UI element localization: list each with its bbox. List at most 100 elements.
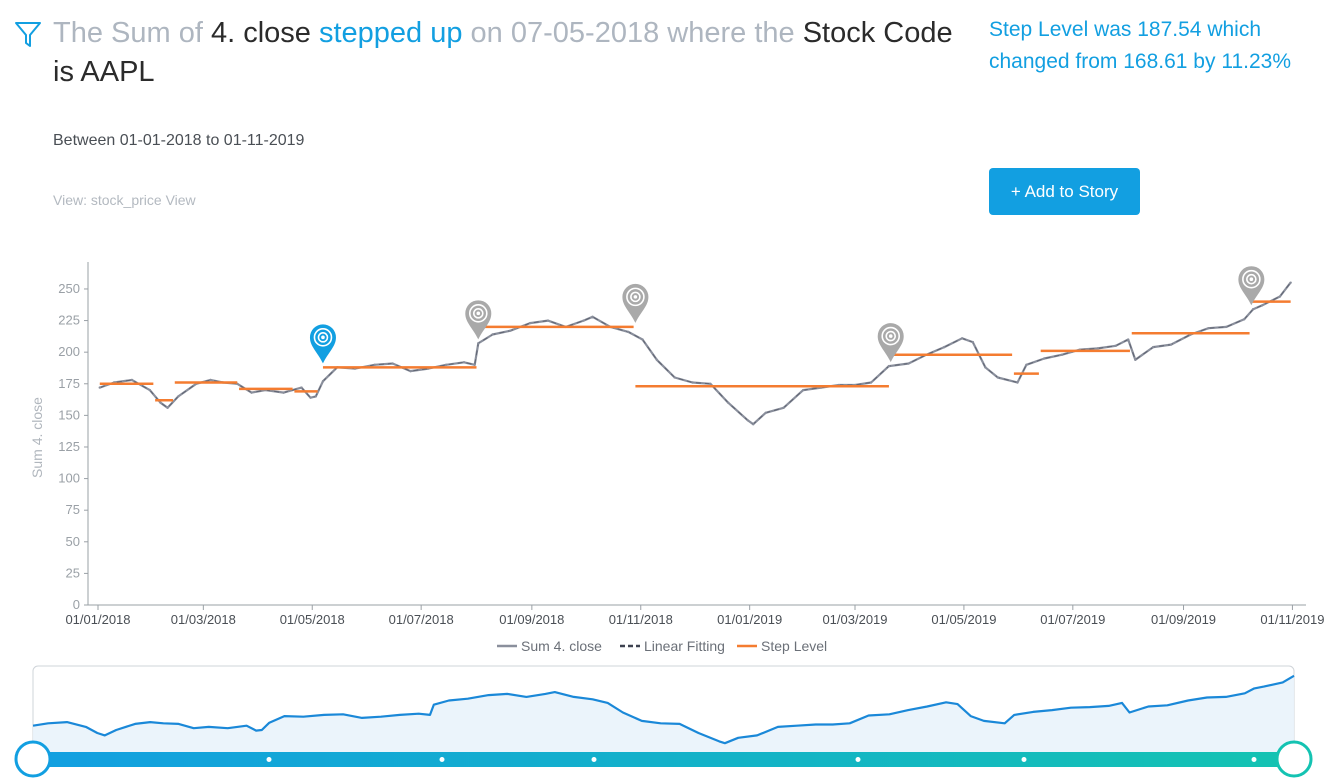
data-point (727, 401, 730, 404)
data-point (1126, 338, 1130, 341)
data-point (655, 358, 659, 361)
data-point (321, 380, 325, 383)
range-handle-right[interactable] (1275, 740, 1313, 778)
navigator-line (32, 674, 1295, 745)
data-point (782, 406, 785, 409)
data-point (1289, 281, 1292, 284)
data-point (98, 386, 101, 389)
data-point (546, 319, 550, 322)
data-point (673, 376, 676, 379)
data-point (1096, 347, 1100, 350)
marker-dot (633, 295, 638, 299)
data-point (1260, 304, 1264, 307)
data-point (509, 329, 512, 332)
marker-pin (622, 283, 649, 323)
headline-dimension: Stock Code is AAPL (53, 17, 953, 88)
x-tick-label: 01/09/2019 (1151, 612, 1216, 627)
x-tick-label: 01/11/2019 (1260, 612, 1324, 627)
legend-item: Sum 4. close (521, 638, 602, 654)
data-point (1251, 307, 1255, 311)
series-line-linear-fitting (99, 282, 1291, 425)
data-point (300, 386, 303, 389)
range-handle-left[interactable] (14, 740, 52, 778)
data-point (427, 367, 430, 370)
add-to-story-button[interactable]: + Add to Story (989, 168, 1140, 215)
map-pin-icon (1238, 266, 1265, 306)
y-tick-label: 125 (58, 439, 80, 454)
y-axis-title: Sum 4. close (29, 397, 45, 478)
data-point (691, 381, 694, 384)
filter-icon[interactable] (14, 20, 42, 48)
data-point (1169, 343, 1173, 346)
x-tick-label: 01/07/2018 (389, 612, 454, 627)
marker-ring (630, 291, 641, 303)
map-pin-icon (465, 300, 492, 340)
marker-ring (1242, 269, 1261, 289)
data-point (444, 363, 448, 367)
map-pin-icon (877, 323, 904, 363)
marker-ring (468, 304, 488, 323)
navigator-frame (32, 665, 1295, 754)
legend-item: Linear Fitting (644, 638, 725, 654)
main-chart: 0 25 50 75 100 125 150 175 200 225 250 01/01/2018 01… (29, 262, 1324, 654)
marker-ring (885, 330, 897, 342)
date-range-text: Between 01-01-2018 to 01-11-2019 (53, 132, 305, 149)
x-tick-label: 01/03/2018 (171, 612, 236, 627)
navigator-tick-dot (591, 757, 597, 762)
data-point (609, 325, 612, 329)
data-point (1151, 345, 1155, 349)
data-point (336, 366, 339, 369)
y-tick-label: 175 (58, 376, 80, 391)
x-tick-label: 01/07/2019 (1040, 612, 1105, 627)
data-point (746, 419, 750, 422)
data-point (159, 401, 162, 404)
data-point (591, 315, 594, 318)
data-point (641, 338, 644, 341)
data-point (282, 391, 285, 394)
x-tick-label: 01/05/2018 (280, 612, 345, 627)
data-point (314, 395, 318, 398)
data-point (853, 383, 857, 387)
y-tick-label: 250 (58, 281, 80, 296)
y-tick-label: 75 (66, 502, 80, 517)
step-level-summary: Step Level was 187.54 which changed from… (989, 18, 1291, 73)
navigator-tick-dot (439, 757, 445, 762)
data-point (1114, 344, 1117, 348)
data-point (996, 376, 1000, 379)
data-point (819, 386, 823, 389)
data-point (1278, 295, 1282, 298)
data-point (409, 369, 412, 373)
navigator-area (33, 675, 1294, 753)
x-tick-label: 01/01/2018 (65, 612, 130, 627)
y-tick-label: 225 (58, 313, 80, 328)
data-point (264, 388, 268, 392)
headline-trend: stepped up (318, 17, 463, 49)
data-point (802, 388, 805, 392)
y-tick-label: 25 (66, 565, 80, 580)
data-point (925, 353, 928, 356)
data-point (960, 337, 964, 340)
y-tick-label: 100 (58, 471, 80, 486)
data-point (473, 363, 476, 367)
data-point (1225, 325, 1228, 329)
legend-item: Step Level (761, 638, 827, 654)
data-point (887, 364, 891, 368)
marker-pin (877, 323, 904, 363)
marker-dot (321, 335, 325, 340)
data-point (148, 388, 151, 392)
headline-text: on 07-05-2018 where the (462, 17, 803, 49)
data-point (177, 395, 180, 398)
headline-measure: 4. close (210, 17, 311, 49)
data-point (309, 396, 312, 399)
map-pin-icon (309, 324, 336, 364)
x-tick-label: 01/01/2019 (717, 612, 782, 627)
marker-dot (888, 334, 893, 338)
navigator-scrollbar (33, 752, 1294, 767)
navigator-tick-dot (266, 757, 272, 762)
data-point (869, 381, 873, 384)
map-pin-icon (622, 283, 649, 323)
data-point (462, 361, 466, 364)
marker-ring (313, 328, 333, 347)
data-point (194, 382, 198, 385)
